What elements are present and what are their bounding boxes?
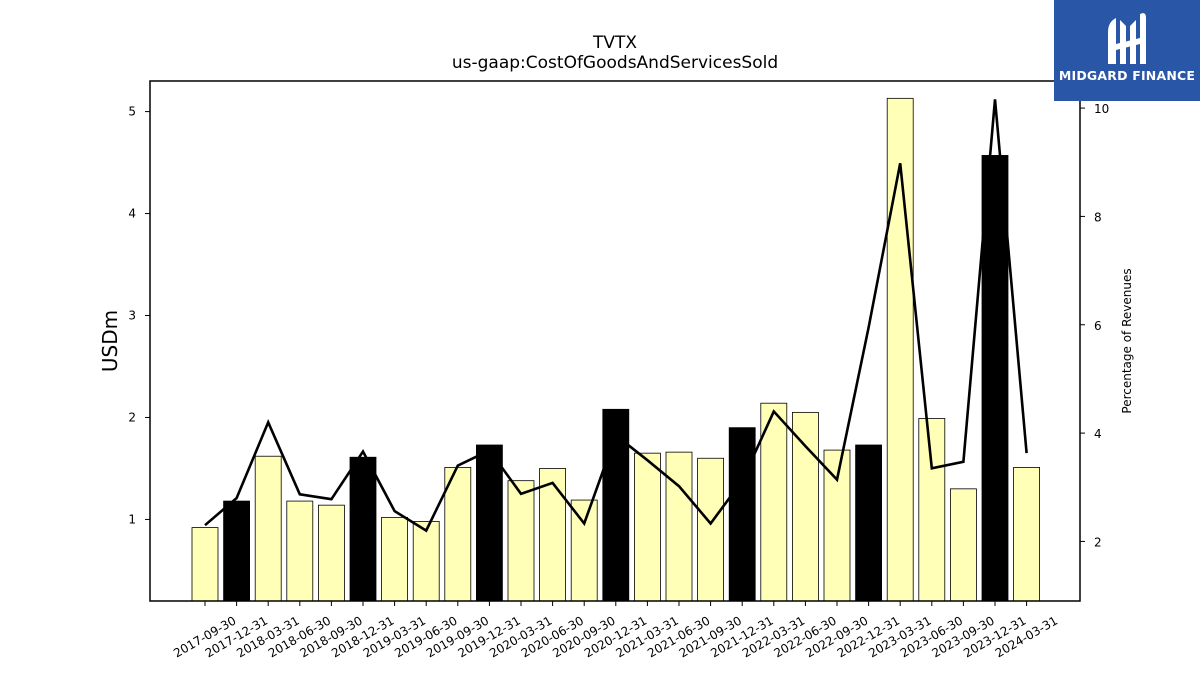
y2-axis: 2 4 6 8 10 [1080,102,1109,549]
bar [634,452,661,602]
y2-tick-label: 2 [1094,535,1102,549]
percentage-line [204,99,1028,533]
y-tick-label: 3 [128,309,136,323]
bar [317,504,345,602]
y2-axis-label: Percentage of Revenues [1120,268,1134,413]
logo: MIDGARD FINANCE [1054,0,1200,101]
bar [475,444,503,602]
bar [381,516,409,602]
bar [665,451,693,602]
y-axis: 1 2 3 4 5 [128,105,150,526]
y-tick-label: 2 [128,410,136,424]
y-tick-label: 4 [128,207,136,221]
y2-tick-label: 6 [1094,319,1102,333]
y2-tick-label: 4 [1094,427,1102,441]
bar [444,467,472,602]
y2-tick-label: 10 [1094,102,1109,116]
bar [950,488,977,602]
plot-frame [149,80,1081,602]
bar [286,500,314,602]
bar [697,457,724,602]
bar [223,500,251,602]
x-axis: 2017-09-302017-12-312018-03-312018-06-30… [171,601,1060,660]
bar [728,427,756,602]
logo-text: MIDGARD FINANCE [1058,68,1196,83]
bar [254,455,282,602]
bar [855,444,882,602]
bar-layer [191,97,1040,602]
bar [191,527,219,602]
bar [507,480,535,602]
bar [981,155,1009,602]
bar [539,468,566,602]
bar [792,411,819,602]
bar [760,402,788,602]
y-tick-label: 1 [128,512,136,526]
y2-tick-label: 8 [1094,210,1102,224]
chart-subtitle: us-gaap:CostOfGoodsAndServicesSold [452,53,778,73]
bar [412,521,440,602]
midgard-logo-icon [1108,13,1146,65]
y-axis-label: USDm [98,310,122,372]
bar [823,449,851,602]
bar [918,418,946,602]
bar [1013,467,1040,602]
chart-title: TVTX [592,33,637,53]
bar [886,97,914,602]
bar [570,499,598,602]
bar [349,456,377,602]
line-layer [204,99,1028,533]
y-tick-label: 5 [128,105,136,119]
